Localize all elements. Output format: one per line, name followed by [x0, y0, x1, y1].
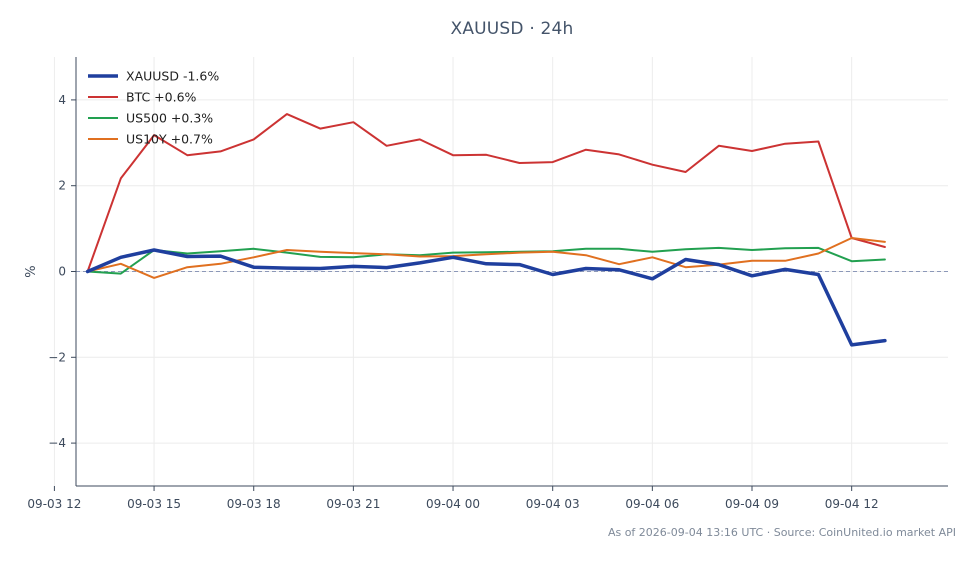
series-line-3 [86, 237, 886, 279]
series-line-2 [86, 246, 886, 275]
axes [53, 57, 948, 491]
x-tick-label: 09-03 15 [127, 497, 181, 511]
y-tick-label: 0 [58, 265, 66, 279]
y-tick-label: −4 [48, 436, 66, 450]
legend-label: XAUUSD -1.6% [126, 69, 219, 84]
series-line-1 [86, 113, 886, 273]
chart-title: XAUUSD · 24h [450, 19, 574, 39]
legend-label: US500 +0.3% [126, 111, 213, 126]
series-lines [85, 113, 887, 347]
y-tick-label: 4 [58, 93, 66, 107]
y-axis-label: % [24, 265, 39, 277]
legend-label: BTC +0.6% [126, 90, 197, 105]
legend: XAUUSD -1.6% BTC +0.6% US500 +0.3% US10Y +0… [88, 69, 219, 147]
x-tick-label: 09-04 00 [426, 497, 480, 511]
x-tick-label: 09-04 09 [725, 497, 779, 511]
y-tick-labels: −4 −2 0 2 4 [48, 93, 66, 450]
x-tick-label: 09-03 21 [326, 497, 380, 511]
x-tick-labels: 09-03 12 09-03 15 09-03 18 09-03 21 09-04 00… [27, 497, 878, 511]
source-footnote: As of 2026-09-04 13:16 UTC · Source: Coi… [607, 526, 956, 539]
series-line-0 [85, 248, 887, 347]
y-tick-label: 2 [58, 179, 66, 193]
x-tick-label: 09-04 06 [625, 497, 679, 511]
x-tick-label: 09-04 03 [526, 497, 580, 511]
x-tick-label: 09-04 12 [825, 497, 879, 511]
x-tick-label: 09-03 18 [227, 497, 281, 511]
legend-label: US10Y +0.7% [126, 132, 213, 147]
x-tick-label: 09-03 12 [27, 497, 81, 511]
y-tick-label: −2 [48, 350, 66, 364]
